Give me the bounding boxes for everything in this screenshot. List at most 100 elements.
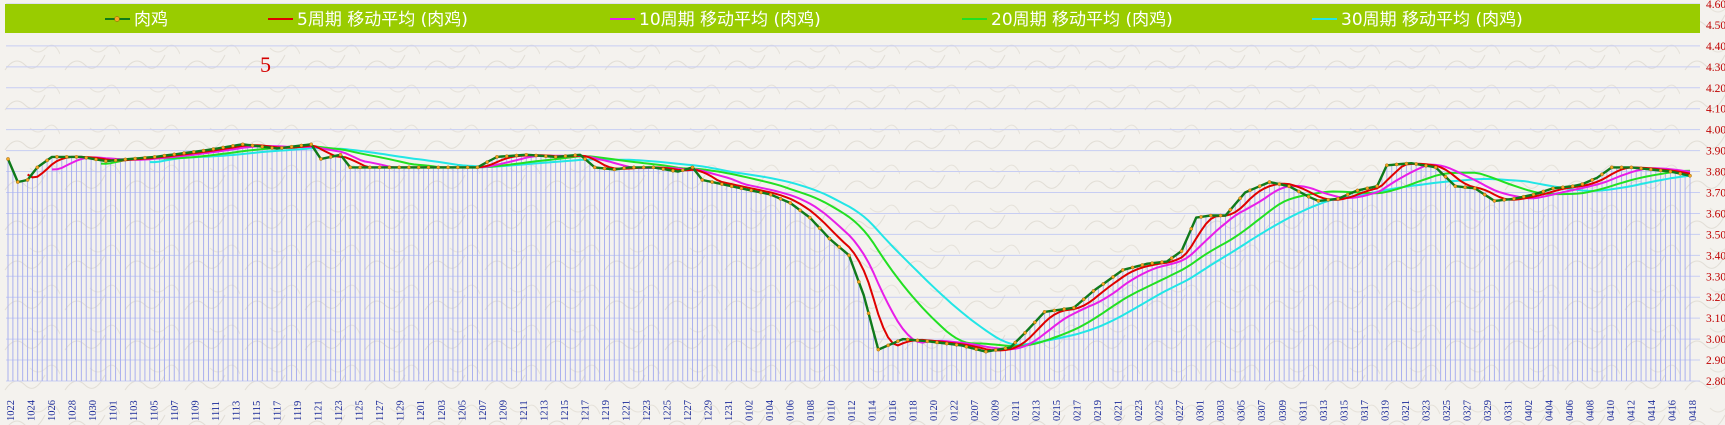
price-marker xyxy=(1130,265,1135,270)
price-marker xyxy=(632,165,636,170)
annotation-label: 5 xyxy=(260,52,271,77)
x-tick-label: 1024 xyxy=(27,399,38,421)
x-tick-label: 1227 xyxy=(683,400,694,421)
y-tick-label: 4.00 xyxy=(1706,125,1725,137)
price-marker xyxy=(368,165,372,170)
price-marker xyxy=(1101,282,1106,286)
price-marker xyxy=(1209,213,1213,218)
price-marker xyxy=(1179,249,1184,253)
x-tick-label: 1203 xyxy=(437,400,448,421)
y-axis-ticks: 2.80 2.90 3.00 3.10 3.20 3.30 3.40 3.50 3.60 3.70… xyxy=(1706,0,1725,388)
price-marker xyxy=(1121,268,1125,272)
legend-label-ma30: 30周期 移动平均 (肉鸡) xyxy=(1341,10,1523,30)
price-marker xyxy=(612,167,617,172)
price-marker xyxy=(231,144,235,148)
price-marker xyxy=(661,167,665,171)
x-tick-label: 0116 xyxy=(888,400,899,421)
price-marker xyxy=(622,166,626,170)
x-tick-label: 0414 xyxy=(1647,399,1658,421)
x-tick-label: 1127 xyxy=(375,400,386,421)
price-marker xyxy=(1336,196,1340,201)
x-tick-label: 1213 xyxy=(539,400,550,421)
price-marker xyxy=(1658,168,1663,173)
y-tick-label: 3.30 xyxy=(1706,271,1725,283)
price-marker xyxy=(201,148,206,153)
price-marker xyxy=(1345,192,1350,197)
price-marker xyxy=(240,142,245,147)
price-marker xyxy=(1238,196,1242,201)
price-marker xyxy=(534,153,538,158)
x-tick-label: 1209 xyxy=(498,400,509,421)
price-marker xyxy=(1404,161,1409,166)
price-marker xyxy=(6,157,10,161)
x-tick-label: 1225 xyxy=(662,400,673,421)
x-tick-label: 0301 xyxy=(1196,400,1207,421)
price-marker xyxy=(651,165,656,170)
x-tick-label: 1201 xyxy=(416,400,427,421)
price-marker xyxy=(182,151,186,155)
price-marker xyxy=(299,143,304,148)
y-tick-label: 4.30 xyxy=(1706,62,1725,74)
price-marker xyxy=(1590,178,1595,182)
price-marker xyxy=(808,215,812,220)
y-tick-label: 3.10 xyxy=(1706,313,1725,325)
x-tick-label: 0118 xyxy=(909,400,920,421)
price-marker xyxy=(113,158,118,163)
y-tick-label: 4.20 xyxy=(1706,83,1725,95)
x-tick-label: 1103 xyxy=(129,400,140,421)
x-tick-label: 1107 xyxy=(170,400,181,421)
price-marker xyxy=(1316,199,1321,203)
price-marker xyxy=(964,344,969,349)
price-marker xyxy=(465,165,470,170)
x-tick-label: 0416 xyxy=(1667,400,1678,421)
x-tick-label: 0106 xyxy=(785,400,796,421)
price-marker xyxy=(377,165,382,170)
price-marker xyxy=(475,165,480,170)
price-marker xyxy=(123,157,128,162)
price-marker xyxy=(1482,192,1487,197)
x-tick-label: 1101 xyxy=(109,400,120,421)
x-tick-label: 0227 xyxy=(1175,400,1186,421)
x-tick-label: 1028 xyxy=(68,400,79,421)
x-tick-label: 0418 xyxy=(1688,400,1699,421)
price-marker xyxy=(426,165,431,170)
x-tick-label: 0219 xyxy=(1093,400,1104,421)
x-tick-label: 0327 xyxy=(1462,400,1473,421)
price-marker xyxy=(1160,260,1164,264)
series-line-ma30 xyxy=(149,147,1691,346)
price-marker xyxy=(739,186,744,191)
x-tick-label: 1129 xyxy=(396,400,407,421)
price-marker xyxy=(1473,186,1477,191)
price-marker xyxy=(1052,308,1057,313)
x-tick-label: 0325 xyxy=(1442,400,1453,421)
price-marker xyxy=(1189,227,1194,231)
price-marker xyxy=(1326,198,1330,202)
price-marker xyxy=(1531,192,1536,197)
x-tick-label: 0110 xyxy=(826,400,837,421)
x-tick-label: 0323 xyxy=(1421,400,1432,421)
price-marker xyxy=(1257,184,1262,189)
price-marker xyxy=(133,156,137,161)
price-marker xyxy=(602,166,607,171)
price-marker xyxy=(954,342,959,347)
x-tick-label: 0309 xyxy=(1278,400,1289,421)
price-marker xyxy=(1521,194,1526,199)
legend-label-price: 肉鸡 xyxy=(134,10,168,30)
price-marker xyxy=(583,157,587,161)
price-marker xyxy=(416,165,421,170)
price-marker xyxy=(573,153,577,158)
price-marker xyxy=(1463,185,1467,190)
x-tick-label: 1217 xyxy=(580,400,591,421)
y-tick-label: 4.50 xyxy=(1706,20,1725,32)
x-tick-label: 0215 xyxy=(1052,400,1063,421)
x-tick-label: 0408 xyxy=(1585,400,1596,421)
x-tick-label: 1229 xyxy=(703,400,714,421)
y-tick-label: 4.10 xyxy=(1706,104,1725,116)
price-marker xyxy=(143,155,147,160)
price-marker xyxy=(162,153,167,158)
legend-label-ma5: 5周期 移动平均 (肉鸡) xyxy=(297,10,468,30)
x-tick-label: 1205 xyxy=(457,400,468,421)
price-marker xyxy=(544,154,548,158)
price-marker xyxy=(504,154,509,158)
